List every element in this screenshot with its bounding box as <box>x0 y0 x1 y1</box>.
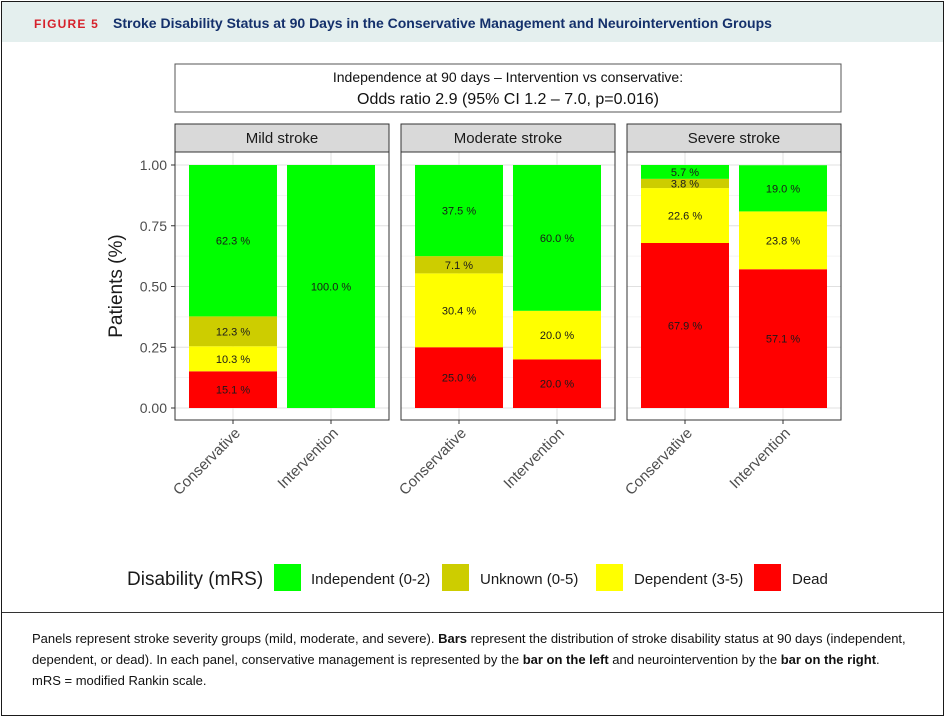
data-label: 19.0 % <box>766 183 800 195</box>
bar-segment <box>513 310 601 360</box>
x-tick-label: Intervention <box>500 425 567 492</box>
panel-1: Moderate stroke 25.0 % 30.4 % 7.1 % 37.5 % Co… <box>396 123 616 499</box>
legend-key <box>754 564 781 591</box>
caption-bold-left: bar on the left <box>522 652 609 667</box>
data-label: 60.0 % <box>540 233 574 245</box>
data-label: 37.5 % <box>442 206 476 218</box>
y-axis-label: Patients (%) <box>106 234 127 337</box>
figure-caption: Panels represent stroke severity groups … <box>32 628 912 691</box>
legend-label: Independent (0-2) <box>311 571 430 588</box>
bar-segment <box>415 273 503 348</box>
x-tick-label: Conservative <box>396 425 470 499</box>
caption-bold-bars: Bars <box>438 631 467 646</box>
data-label: 25.0 % <box>442 373 476 385</box>
bar-segment <box>641 188 729 244</box>
data-label: 57.1 % <box>766 334 800 346</box>
legend-key <box>274 564 301 591</box>
panel-border <box>400 151 616 421</box>
caption-text-3: and neurointervention by the <box>608 652 781 667</box>
data-label: 12.3 % <box>216 326 250 338</box>
data-label: 23.8 % <box>766 235 800 247</box>
bar-segment <box>641 178 729 189</box>
bar-segment <box>739 269 827 408</box>
bar-segment <box>739 211 827 270</box>
panel-0: Mild stroke 15.1 % 10.3 % 12.3 % 62.3 % Conse… <box>170 123 390 499</box>
data-label: 10.3 % <box>216 354 250 366</box>
chart-panels: Mild stroke 15.1 % 10.3 % 12.3 % 62.3 % Conse… <box>170 123 842 499</box>
panel-title: Severe stroke <box>688 130 781 147</box>
bar-segment <box>415 256 503 274</box>
bar-segment <box>641 243 729 408</box>
panel-strip <box>174 123 390 153</box>
caption-divider <box>2 612 943 613</box>
panel-title: Moderate stroke <box>454 130 562 147</box>
panel-2: Severe stroke 67.9 % 22.6 % 3.8 %5.7 % Conse… <box>622 123 842 499</box>
x-tick-label: Intervention <box>274 425 341 492</box>
y-tick-label: 1.00 <box>140 157 167 173</box>
bar-segment <box>641 165 729 179</box>
data-label: 62.3 % <box>216 236 250 248</box>
data-label: 67.9 % <box>668 321 702 333</box>
bar-segment <box>189 346 277 372</box>
legend-label: Dead <box>792 571 828 588</box>
annotation-line-1: Independence at 90 days – Intervention v… <box>333 69 683 85</box>
data-label: 100.0 % <box>311 282 352 294</box>
legend-label: Unknown (0-5) <box>480 571 578 588</box>
data-label: 20.0 % <box>540 330 574 342</box>
bar-segment <box>739 165 827 212</box>
y-axis: 0.00 0.25 0.50 0.75 1.00 Patients (%) <box>106 157 175 416</box>
legend-title: Disability (mRS) <box>127 569 263 590</box>
stacked-bar-chart: Independence at 90 days – Intervention v… <box>106 63 842 591</box>
data-label: 3.8 % <box>671 178 699 190</box>
bar-segment <box>287 165 375 408</box>
bar-segment <box>513 165 601 311</box>
data-label: 7.1 % <box>445 260 473 272</box>
y-tick-label: 0.75 <box>140 218 167 234</box>
figure-header: FIGURE 5 Stroke Disability Status at 90 … <box>2 2 943 42</box>
bar-segment <box>513 359 601 408</box>
figure-title: Stroke Disability Status at 90 Days in t… <box>113 15 772 31</box>
panel-strip <box>400 123 616 153</box>
data-label: 22.6 % <box>668 211 702 223</box>
bar-segment <box>189 371 277 408</box>
annotation-box <box>174 63 842 113</box>
legend-key <box>442 564 469 591</box>
data-label: 15.1 % <box>216 385 250 397</box>
caption-text-4: . mRS = modified Rankin scale. <box>32 652 880 688</box>
y-tick-label: 0.00 <box>140 400 167 416</box>
caption-text-1: Panels represent stroke severity groups … <box>32 631 439 646</box>
figure-label: FIGURE 5 <box>34 17 99 31</box>
bar-segment <box>189 316 277 347</box>
caption-text-2: represent the distribution of stroke dis… <box>32 631 906 667</box>
annotation-line-2: Odds ratio 2.9 (95% CI 1.2 – 7.0, p=0.01… <box>357 91 659 108</box>
panel-strip <box>626 123 842 153</box>
x-tick-label: Conservative <box>622 425 696 499</box>
data-label: 30.4 % <box>442 305 476 317</box>
y-tick-label: 0.50 <box>140 279 167 295</box>
legend: Disability (mRS) Independent (0-2) Unknown… <box>127 564 828 591</box>
data-label: 20.0 % <box>540 379 574 391</box>
panel-border <box>626 151 842 421</box>
x-tick-label: Intervention <box>726 425 793 492</box>
bar-segment <box>415 165 503 257</box>
x-tick-label: Conservative <box>170 425 244 499</box>
bar-segment <box>189 165 277 317</box>
legend-label: Dependent (3-5) <box>634 571 743 588</box>
data-label: 5.7 % <box>671 167 699 179</box>
y-tick-label: 0.25 <box>140 339 167 355</box>
panel-title: Mild stroke <box>246 130 319 147</box>
caption-bold-right: bar on the right <box>780 652 877 667</box>
legend-key <box>596 564 623 591</box>
bar-segment <box>415 347 503 408</box>
